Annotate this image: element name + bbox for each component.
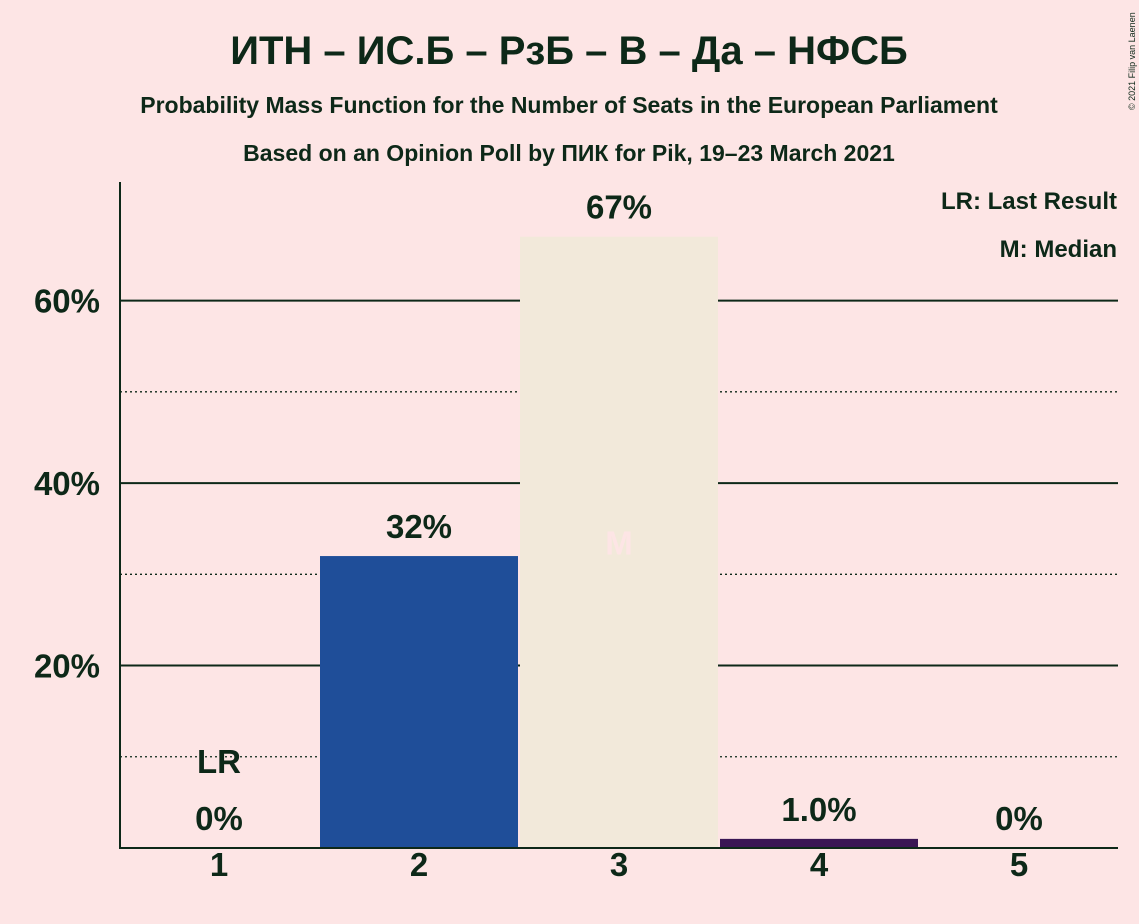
bars: 0% LR 1 32% 2 67% M 3 1.0% 4 0% 5 (195, 189, 1043, 883)
value-label: 32% (386, 508, 452, 545)
bar-seat-3 (520, 236, 718, 848)
x-tick-label: 5 (1010, 846, 1028, 883)
x-tick-label: 4 (810, 846, 829, 883)
median-marker: M (605, 524, 633, 561)
value-label: 67% (586, 189, 652, 226)
value-label: 1.0% (781, 791, 856, 828)
x-tick-label: 3 (610, 846, 628, 883)
grid-lines: 20% 40% 60% (34, 283, 1118, 758)
axes (119, 182, 1118, 849)
copyright-text: © 2021 Filip van Laenen (1127, 12, 1137, 110)
y-tick-label: 20% (34, 648, 100, 685)
chart-title: ИТН – ИС.Б – РзБ – В – Да – НФСБ (230, 29, 908, 73)
y-tick-label: 40% (34, 465, 100, 502)
bar-seat-4 (720, 838, 918, 848)
chart-subtitle: Probability Mass Function for the Number… (140, 92, 998, 118)
legend-median: M: Median (1000, 236, 1117, 263)
y-tick-label: 60% (34, 283, 100, 320)
value-label: 0% (195, 800, 243, 837)
value-label: 0% (995, 800, 1043, 837)
x-tick-label: 2 (410, 846, 428, 883)
legend-last-result: LR: Last Result (941, 188, 1117, 215)
last-result-marker: LR (197, 743, 241, 780)
x-tick-label: 1 (210, 846, 228, 883)
chart-subtitle-poll: Based on an Opinion Poll by ПИК for Pik,… (243, 140, 895, 166)
bar-seat-2 (320, 556, 518, 848)
